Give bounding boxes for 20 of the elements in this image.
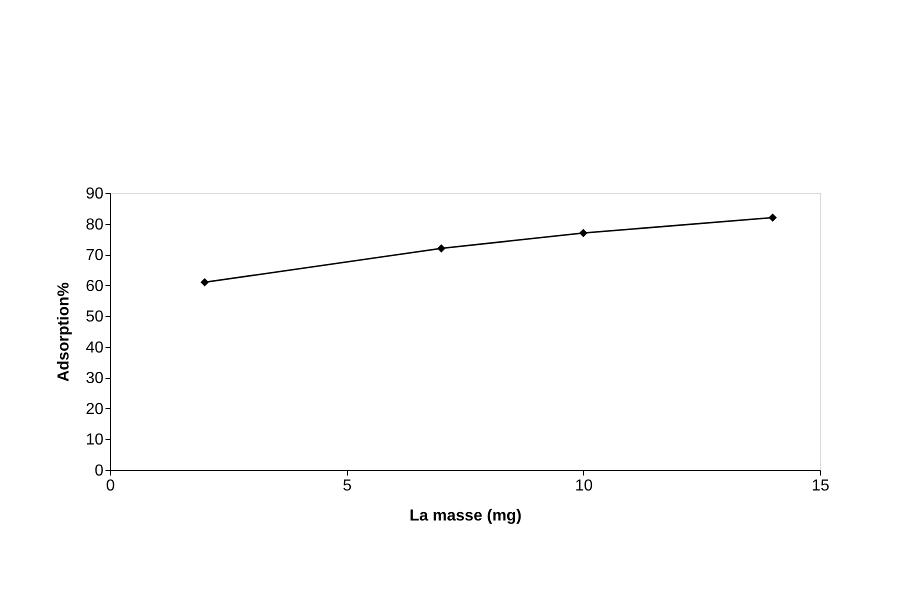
point — [437, 244, 446, 253]
y-tick-label: 80 — [86, 216, 104, 234]
y-tick-label: 10 — [86, 432, 104, 449]
y-tick-label: 90 — [86, 186, 104, 202]
point — [579, 228, 588, 238]
x-axis-title: La masse (mg) — [409, 508, 522, 524]
x-tick-label: 0 — [106, 478, 116, 494]
y-tick-label: 30 — [86, 370, 104, 388]
y-tick-label: 60 — [86, 278, 104, 295]
point — [200, 278, 209, 286]
x-tick-label: 5 — [342, 478, 352, 494]
y-tick-label: 70 — [86, 247, 104, 264]
y-tick-label: 50 — [86, 308, 104, 326]
x-tick-label: 15 — [812, 478, 830, 494]
y-tick-label: 0 — [94, 462, 104, 480]
y-tick-label: 40 — [86, 339, 104, 356]
point — [768, 213, 777, 222]
y-axis-title: Adsorption% — [56, 282, 73, 382]
x-tick-label: 10 — [574, 478, 593, 494]
y-tick-label: 20 — [86, 400, 104, 418]
